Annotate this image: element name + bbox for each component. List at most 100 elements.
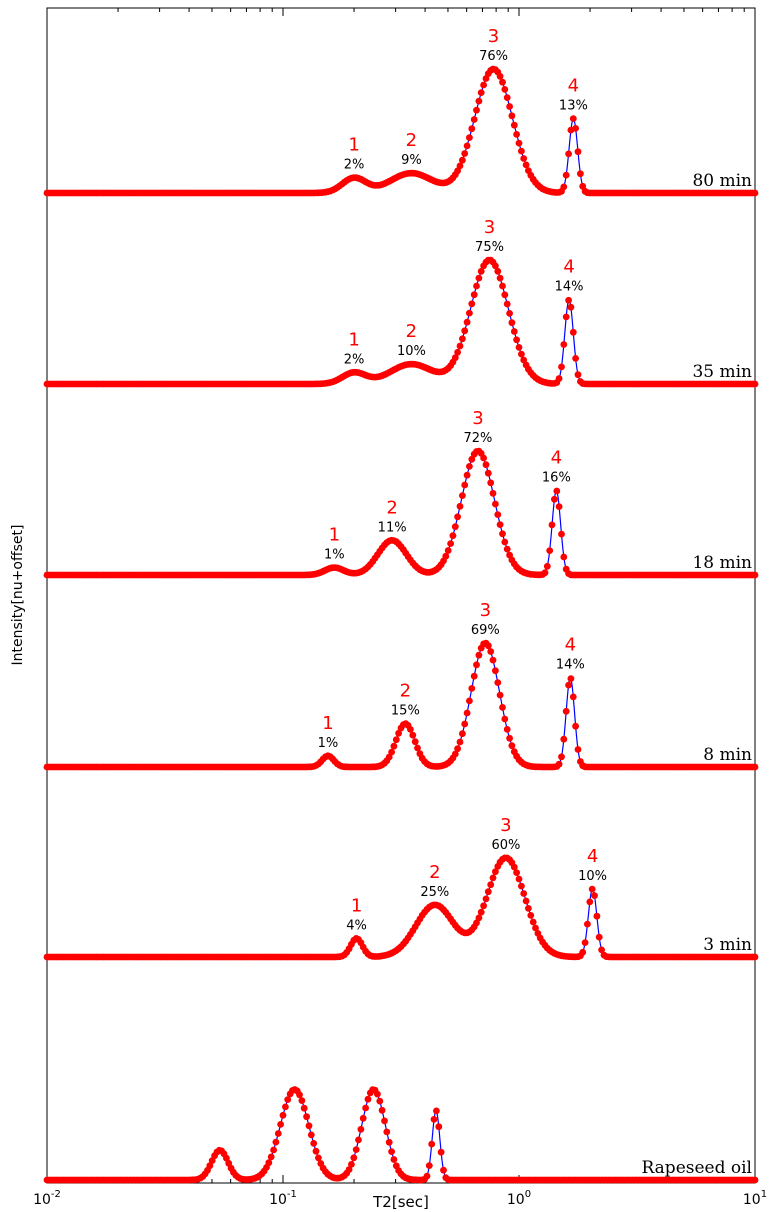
data-point: [463, 709, 471, 717]
data-point: [305, 1122, 313, 1130]
series-3: [43, 447, 759, 579]
data-point: [477, 908, 485, 916]
peak-percent: 15%: [391, 704, 420, 719]
peak-percent: 16%: [542, 471, 571, 486]
data-point: [461, 150, 469, 157]
peak-number: 2: [406, 321, 417, 342]
peak-percent: 2%: [344, 158, 365, 173]
series-label: 18 min: [692, 553, 752, 573]
data-point: [312, 1147, 320, 1155]
peak-number: 2: [400, 681, 411, 702]
peak-number: 4: [587, 846, 598, 867]
data-point: [558, 363, 565, 371]
data-point: [562, 171, 570, 179]
data-point: [352, 1146, 360, 1153]
data-point: [520, 155, 528, 162]
peak-number: 3: [488, 26, 499, 47]
data-point: [284, 1096, 292, 1103]
peak-number: 2: [386, 497, 397, 518]
series-label: Rapeseed oil: [641, 1158, 752, 1178]
series-label: 35 min: [692, 362, 752, 382]
data-point: [461, 327, 469, 335]
data-point: [584, 920, 591, 928]
data-point: [425, 1162, 433, 1169]
data-point: [357, 1125, 365, 1133]
peak-percent: 10%: [578, 869, 607, 884]
peak-percent: 60%: [491, 838, 520, 853]
data-point: [364, 1095, 372, 1103]
data-point: [598, 946, 605, 954]
data-point: [572, 355, 579, 362]
data-point: [223, 1154, 230, 1162]
data-point: [459, 730, 466, 738]
data-point: [468, 300, 476, 308]
data-point: [551, 495, 558, 503]
data-point: [411, 738, 419, 746]
data-point: [461, 720, 469, 728]
data-point: [430, 1116, 438, 1123]
series-layer: [43, 65, 759, 1184]
data-point: [555, 375, 563, 382]
data-point: [428, 1140, 436, 1148]
series-4: [43, 639, 759, 771]
data-point: [496, 72, 504, 80]
data-point: [492, 262, 499, 270]
data-point: [480, 81, 487, 89]
data-point: [503, 94, 511, 101]
peak-number: 3: [484, 217, 495, 238]
peak-number: 2: [406, 130, 417, 151]
data-point: [510, 328, 518, 335]
data-point: [487, 479, 495, 487]
peak-percent: 13%: [559, 99, 588, 114]
data-point: [454, 348, 461, 356]
data-point: [270, 1146, 277, 1154]
data-point: [477, 267, 485, 275]
data-point: [456, 502, 464, 510]
data-point: [484, 642, 492, 650]
data-point: [569, 693, 577, 701]
data-point: [390, 1156, 398, 1163]
peak-percent: 72%: [464, 431, 493, 446]
data-point: [459, 156, 466, 164]
data-point: [267, 1153, 275, 1161]
data-point: [548, 521, 556, 529]
data-point: [482, 461, 490, 469]
data-point: [484, 888, 492, 896]
data-point: [508, 319, 516, 327]
data-point: [499, 282, 506, 290]
x-tick-label: 101: [743, 1189, 767, 1208]
data-point: [569, 328, 577, 336]
data-point: [503, 726, 511, 733]
peak-percent: 14%: [556, 658, 585, 673]
data-point: [525, 905, 532, 912]
data-point: [296, 1091, 303, 1099]
data-point: [274, 1130, 282, 1137]
data-point: [558, 753, 565, 761]
data-point: [522, 161, 530, 169]
data-point: [456, 162, 464, 170]
data-point: [409, 731, 417, 739]
data-point: [300, 1104, 308, 1112]
data-point: [381, 1117, 388, 1125]
data-point: [451, 354, 459, 362]
data-point: [272, 1138, 280, 1146]
data-point: [451, 750, 459, 758]
data-point: [586, 898, 594, 906]
data-point: [506, 310, 513, 317]
data-point: [751, 763, 759, 771]
peak-number: 4: [551, 448, 562, 469]
data-point: [392, 736, 400, 744]
data-point: [466, 309, 473, 317]
data-point: [310, 1140, 318, 1147]
data-point: [527, 912, 535, 919]
data-point: [489, 656, 497, 664]
data-point: [454, 745, 461, 753]
series-6: [43, 1086, 759, 1184]
data-point: [298, 1097, 306, 1104]
peak-percent: 69%: [471, 623, 500, 638]
data-point: [751, 571, 759, 579]
series-line: [47, 450, 755, 576]
data-point: [553, 487, 561, 495]
data-point: [473, 282, 480, 290]
